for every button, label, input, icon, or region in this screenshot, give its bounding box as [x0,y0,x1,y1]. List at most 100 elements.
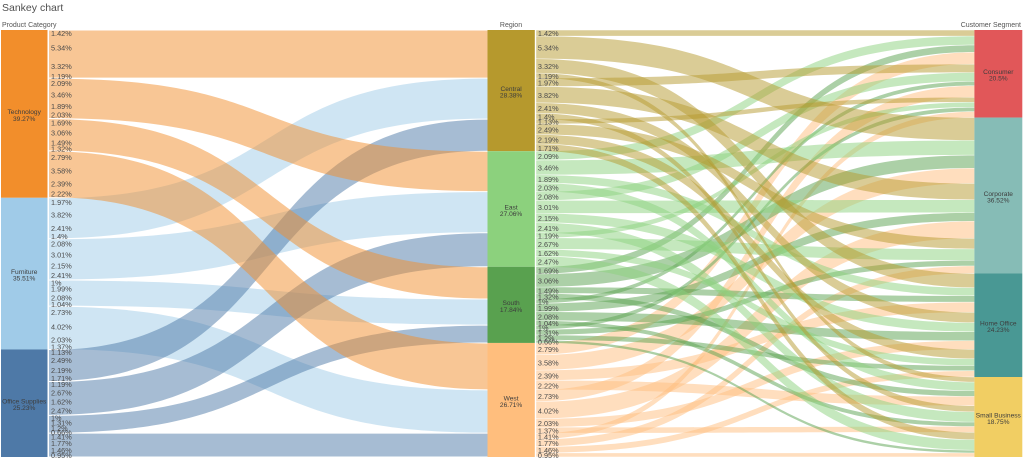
svg-text:1%: 1% [538,323,549,332]
svg-text:Home Office: Home Office [980,321,1017,328]
svg-text:1.31%: 1.31% [538,328,559,337]
svg-text:36.52%: 36.52% [987,197,1010,204]
svg-text:1.19%: 1.19% [51,72,72,81]
svg-text:3.58%: 3.58% [538,359,559,368]
svg-text:Product Category: Product Category [2,22,57,29]
svg-text:2.09%: 2.09% [51,79,72,88]
svg-text:1.89%: 1.89% [538,175,559,184]
svg-text:2.03%: 2.03% [51,110,72,119]
svg-text:2.47%: 2.47% [538,258,559,267]
svg-text:2.03%: 2.03% [538,183,559,192]
svg-text:3.06%: 3.06% [538,277,559,286]
svg-text:1.41%: 1.41% [51,432,72,441]
svg-text:1.42%: 1.42% [51,29,72,38]
svg-text:2.49%: 2.49% [538,125,559,134]
svg-text:1.2%: 1.2% [51,424,68,433]
svg-text:Corporate: Corporate [984,191,1014,198]
svg-text:24.23%: 24.23% [987,327,1010,334]
svg-text:0.66%: 0.66% [538,338,559,347]
svg-text:3.82%: 3.82% [538,91,559,100]
svg-text:1.71%: 1.71% [51,374,72,383]
svg-text:25.23%: 25.23% [13,405,36,412]
svg-text:1.69%: 1.69% [538,267,559,276]
svg-text:3.58%: 3.58% [51,167,72,176]
svg-text:2.79%: 2.79% [51,153,72,162]
svg-text:1.41%: 1.41% [538,432,559,441]
svg-text:2.73%: 2.73% [51,308,72,317]
svg-text:1.13%: 1.13% [51,348,72,357]
svg-text:2.08%: 2.08% [51,293,72,302]
svg-text:1.32%: 1.32% [51,144,72,153]
svg-text:1.13%: 1.13% [538,118,559,127]
svg-text:0.95%: 0.95% [538,451,559,459]
svg-text:1%: 1% [51,414,62,423]
svg-text:1.2%: 1.2% [538,334,555,343]
svg-text:2.73%: 2.73% [538,392,559,401]
svg-text:4.02%: 4.02% [538,406,559,415]
svg-text:1.49%: 1.49% [538,286,559,295]
svg-text:1.62%: 1.62% [51,398,72,407]
svg-text:1.42%: 1.42% [538,29,559,38]
svg-text:East: East [504,204,517,211]
svg-text:2.41%: 2.41% [51,271,72,280]
svg-text:Furniture: Furniture [11,269,38,276]
svg-text:1.04%: 1.04% [538,319,559,328]
svg-text:20.5%: 20.5% [989,76,1008,83]
svg-text:1.19%: 1.19% [538,232,559,241]
svg-text:3.32%: 3.32% [538,62,559,71]
svg-text:2.15%: 2.15% [538,214,559,223]
svg-text:2.08%: 2.08% [51,239,72,248]
svg-text:2.22%: 2.22% [538,381,559,390]
svg-text:Consumer: Consumer [983,69,1014,76]
svg-text:1.04%: 1.04% [51,300,72,309]
svg-text:Customer Segment: Customer Segment [961,22,1021,29]
svg-text:26.71%: 26.71% [500,402,523,409]
svg-text:2.47%: 2.47% [51,406,72,415]
svg-text:2.03%: 2.03% [51,335,72,344]
svg-text:2.19%: 2.19% [538,135,559,144]
svg-text:2.39%: 2.39% [538,371,559,380]
svg-text:3.01%: 3.01% [538,203,559,212]
svg-text:2.08%: 2.08% [538,312,559,321]
svg-text:2.39%: 2.39% [51,179,72,188]
svg-text:Office Supplies: Office Supplies [2,399,47,406]
svg-text:3.82%: 3.82% [51,211,72,220]
svg-text:South: South [502,300,520,307]
svg-text:4.02%: 4.02% [51,323,72,332]
svg-text:1.69%: 1.69% [51,118,72,127]
svg-text:Region: Region [500,22,522,29]
svg-text:1%: 1% [538,297,549,306]
svg-text:Central: Central [500,86,522,93]
svg-text:1.99%: 1.99% [51,285,72,294]
svg-text:0.66%: 0.66% [51,428,72,437]
svg-text:1.4%: 1.4% [51,232,68,241]
svg-text:Small Business: Small Business [976,412,1022,419]
svg-text:2.49%: 2.49% [51,356,72,365]
svg-text:2.41%: 2.41% [538,104,559,113]
svg-text:1.77%: 1.77% [51,439,72,448]
svg-text:1.77%: 1.77% [538,439,559,448]
svg-text:1.71%: 1.71% [538,144,559,153]
svg-text:1.19%: 1.19% [538,72,559,81]
svg-text:3.06%: 3.06% [51,129,72,138]
svg-text:1.31%: 1.31% [51,419,72,428]
svg-text:1.62%: 1.62% [538,249,559,258]
svg-text:3.32%: 3.32% [51,62,72,71]
svg-text:18.75%: 18.75% [987,419,1010,426]
svg-text:2.79%: 2.79% [538,345,559,354]
svg-text:2.15%: 2.15% [51,261,72,270]
svg-text:1.19%: 1.19% [51,380,72,389]
svg-text:3.46%: 3.46% [51,91,72,100]
svg-text:35.51%: 35.51% [13,276,36,283]
svg-text:3.01%: 3.01% [51,250,72,259]
svg-text:17.84%: 17.84% [500,307,523,314]
svg-text:1.97%: 1.97% [538,79,559,88]
svg-text:2.41%: 2.41% [51,224,72,233]
svg-text:Technology: Technology [8,109,42,116]
svg-text:Sankey chart: Sankey chart [2,2,63,14]
svg-text:2.41%: 2.41% [538,224,559,233]
svg-text:2.22%: 2.22% [51,189,72,198]
svg-text:5.34%: 5.34% [51,44,72,53]
svg-text:West: West [504,395,519,402]
svg-text:2.67%: 2.67% [51,388,72,397]
